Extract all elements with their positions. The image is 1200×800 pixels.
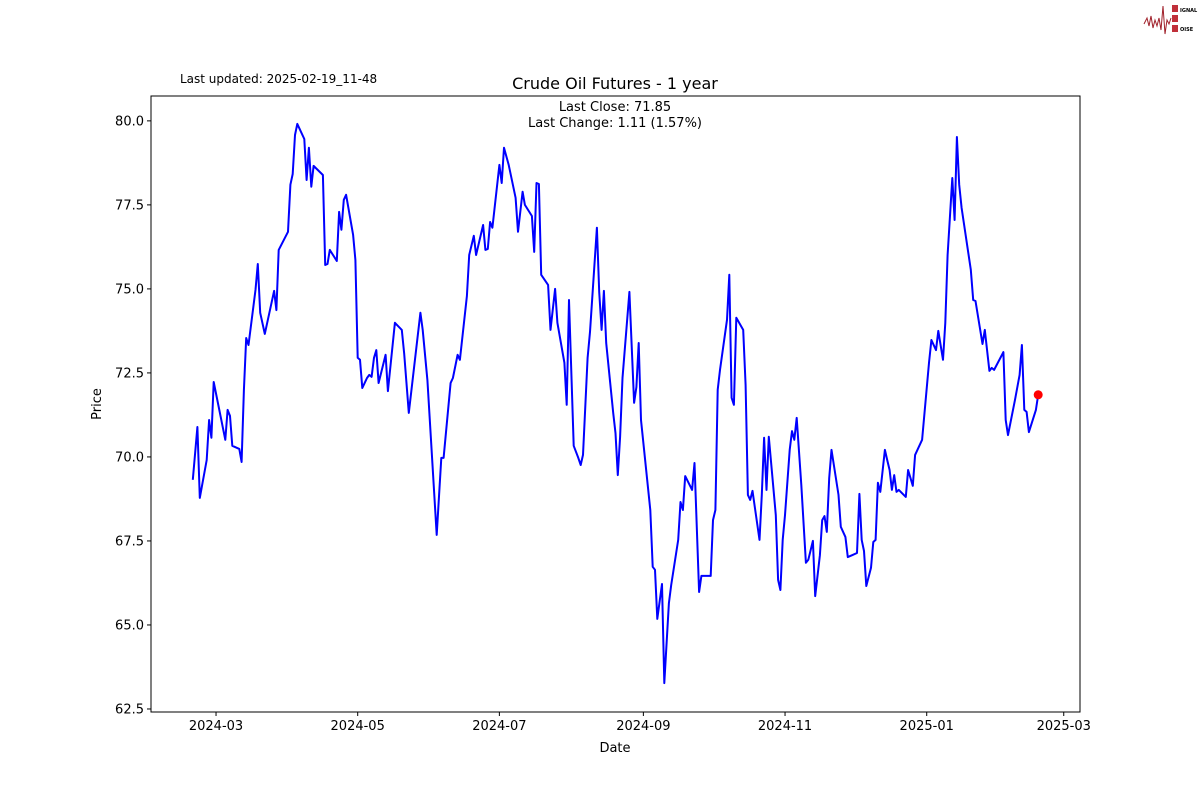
x-axis: 2024-03 2024-05 2024-07 2024-09 2024-11 2025-…: [189, 712, 1091, 734]
y-tick-label: 62.5: [115, 702, 144, 717]
last-updated-label: Last updated: 2025-02-19_11-48: [180, 72, 377, 86]
x-tick-label: 2024-07: [472, 719, 526, 734]
y-axis-label: Price: [90, 388, 105, 420]
x-tick-label: 2025-01: [900, 719, 954, 734]
last-close-annotation: Last Close: 71.85: [559, 100, 671, 115]
last-change-annotation: Last Change: 1.11 (1.57%): [528, 116, 702, 131]
y-tick-label: 70.0: [115, 450, 144, 465]
y-tick-label: 67.5: [115, 534, 144, 549]
chart-title: Crude Oil Futures - 1 year: [512, 74, 718, 93]
y-axis: 62.5 65.0 67.5 70.0 72.5 75.0 77.5 80.0: [115, 114, 151, 717]
svg-text:OISE: OISE: [1180, 27, 1194, 33]
y-tick-label: 72.5: [115, 366, 144, 381]
signal-2-noise-logo: IGNAL OISE: [1143, 5, 1198, 35]
plot-area: [150, 95, 1081, 713]
svg-text:IGNAL: IGNAL: [1180, 8, 1198, 14]
x-tick-label: 2024-03: [189, 719, 243, 734]
y-tick-label: 80.0: [115, 114, 144, 129]
y-tick-label: 65.0: [115, 618, 144, 633]
y-tick-label: 77.5: [115, 198, 144, 213]
waveform-icon: [1143, 5, 1172, 35]
x-tick-label: 2024-11: [758, 719, 812, 734]
last-close-marker: [1033, 390, 1043, 400]
x-tick-label: 2024-09: [616, 719, 670, 734]
x-tick-label: 2024-05: [331, 719, 385, 734]
x-axis-label: Date: [599, 741, 630, 756]
y-tick-label: 75.0: [115, 282, 144, 297]
price-series-line: [191, 122, 1040, 685]
x-tick-label: 2025-03: [1037, 719, 1091, 734]
